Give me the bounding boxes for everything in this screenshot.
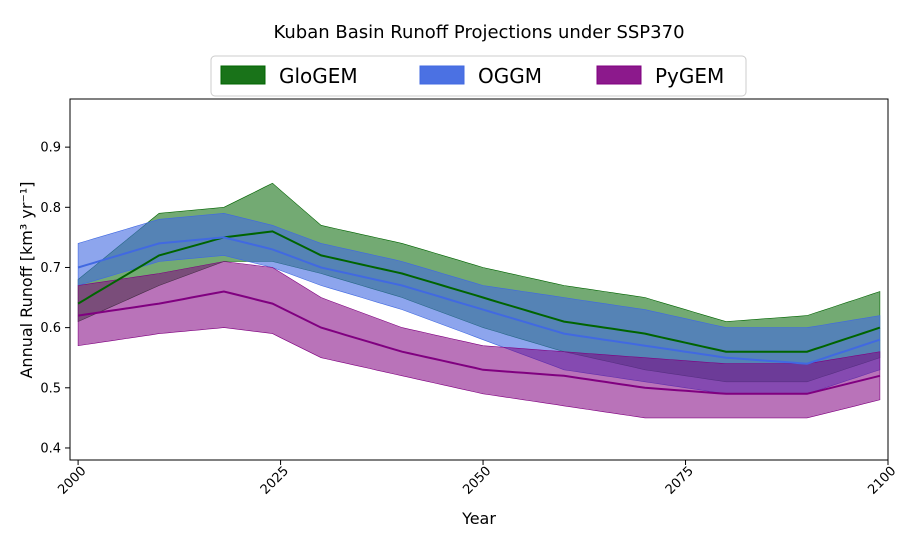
legend-swatch-oggm [419, 65, 465, 85]
x-axis-label: Year [461, 509, 496, 528]
legend-swatch-pygem [596, 65, 642, 85]
y-axis-ticks: 0.4 0.5 0.6 0.7 0.8 0.9 [40, 141, 70, 456]
x-tick-label: 2100 [865, 464, 899, 498]
series-lines [77, 230, 881, 395]
y-tick-label: 0.4 [40, 441, 61, 456]
x-tick-label: 2075 [663, 464, 697, 498]
chart-title: Kuban Basin Runoff Projections under SSP… [273, 22, 684, 43]
legend-label-pygem: PyGEM [655, 64, 724, 88]
series-line-glogem [77, 230, 881, 353]
legend-label-glogem: GloGEM [279, 64, 358, 88]
y-tick-label: 0.9 [40, 141, 61, 156]
y-tick-label: 0.7 [40, 261, 61, 276]
series-line-oggm [77, 236, 881, 365]
x-tick-label: 2025 [258, 464, 292, 498]
series-bands [77, 182, 881, 419]
y-tick-label: 0.8 [40, 201, 61, 216]
series-band-pygem [77, 261, 881, 419]
series-line-pygem [77, 290, 881, 395]
x-tick-label: 2000 [55, 464, 89, 498]
x-axis-ticks: 2000 2025 2050 2075 2100 [55, 460, 899, 498]
legend-swatch-glogem [220, 65, 266, 85]
y-axis-label: Annual Runoff [km³ yr⁻¹] [17, 181, 36, 378]
y-tick-label: 0.5 [40, 381, 61, 396]
y-tick-label: 0.6 [40, 321, 61, 336]
plot-frame [69, 98, 889, 461]
legend-label-oggm: OGGM [478, 64, 542, 88]
legend: GloGEM OGGM PyGEM [210, 55, 747, 97]
x-tick-label: 2050 [460, 464, 494, 498]
